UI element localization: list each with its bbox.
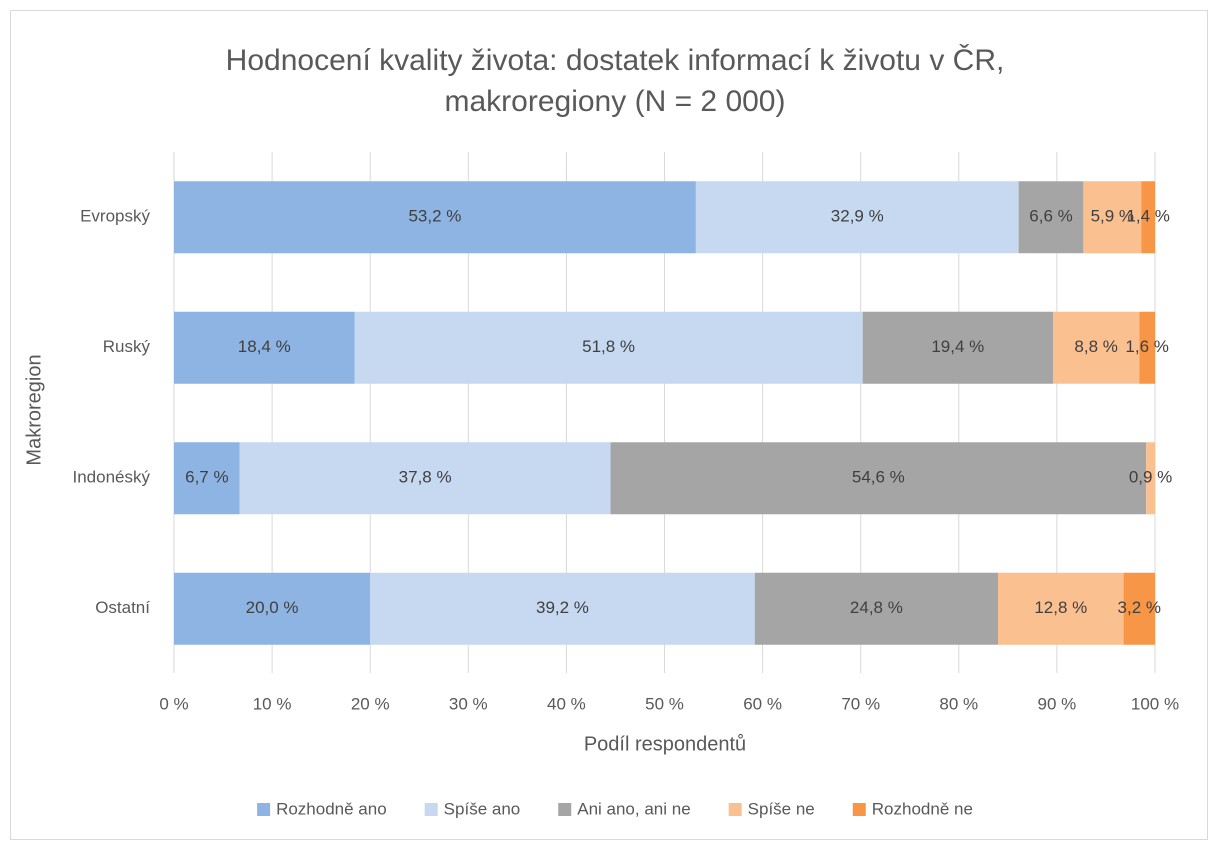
bar-segment bbox=[1083, 181, 1142, 254]
legend-label: Spíše ne bbox=[748, 799, 815, 818]
x-tick-label: 0 % bbox=[159, 694, 188, 713]
data-label: 24,8 % bbox=[850, 598, 903, 617]
x-tick-label: 20 % bbox=[351, 694, 390, 713]
bar-segment bbox=[174, 442, 240, 515]
y-axis-title: Makroregion bbox=[23, 354, 45, 465]
x-tick-label: 100 % bbox=[1131, 694, 1179, 713]
bar-segment bbox=[239, 442, 611, 515]
bar-segment bbox=[862, 311, 1053, 384]
y-tick-label: Ostatní bbox=[95, 598, 150, 617]
legend-swatch bbox=[852, 803, 866, 816]
legend-label: Ani ano, ani ne bbox=[577, 799, 690, 818]
legend-label: Spíše ano bbox=[444, 799, 521, 818]
x-tick-label: 50 % bbox=[645, 694, 684, 713]
bar-segment bbox=[354, 311, 863, 384]
data-label: 51,8 % bbox=[582, 337, 635, 356]
bar-segment bbox=[695, 181, 1019, 254]
data-label: 3,2 % bbox=[1118, 598, 1161, 617]
data-label: 39,2 % bbox=[536, 598, 589, 617]
data-label: 19,4 % bbox=[931, 337, 984, 356]
legend-label: Rozhodně ano bbox=[276, 799, 387, 818]
legend-swatch bbox=[728, 803, 742, 816]
x-tick-label: 40 % bbox=[547, 694, 586, 713]
data-label: 20,0 % bbox=[246, 598, 299, 617]
bar-segment bbox=[610, 442, 1147, 515]
data-label: 37,8 % bbox=[399, 468, 452, 487]
bar-segment bbox=[1123, 572, 1155, 645]
x-tick-label: 30 % bbox=[449, 694, 488, 713]
bar-segment bbox=[1018, 181, 1084, 254]
bar-segment bbox=[1052, 311, 1140, 384]
y-tick-label: Indonéský bbox=[73, 468, 151, 487]
bar-segment bbox=[998, 572, 1124, 645]
data-label: 54,6 % bbox=[852, 468, 905, 487]
data-label: 1,4 % bbox=[1126, 207, 1169, 226]
data-label: 0,9 % bbox=[1129, 468, 1172, 487]
data-label: 1,6 % bbox=[1125, 337, 1168, 356]
chart-title: makroregiony (N = 2 000) bbox=[445, 85, 786, 118]
x-tick-label: 70 % bbox=[841, 694, 880, 713]
x-tick-label: 10 % bbox=[253, 694, 292, 713]
data-label: 32,9 % bbox=[831, 207, 884, 226]
legend-swatch bbox=[558, 803, 572, 816]
data-label: 53,2 % bbox=[408, 207, 461, 226]
x-tick-label: 90 % bbox=[1038, 694, 1077, 713]
bar-segment bbox=[174, 181, 696, 254]
x-tick-label: 60 % bbox=[743, 694, 782, 713]
bar-segment bbox=[174, 311, 355, 384]
x-axis-title: Podíl respondentů bbox=[584, 733, 746, 755]
bar-segment bbox=[1146, 442, 1155, 515]
chart-title: Hodnocení kvality života: dostatek infor… bbox=[226, 43, 1005, 77]
legend-swatch bbox=[424, 803, 438, 816]
legend-label: Rozhodně ne bbox=[872, 799, 973, 818]
data-label: 6,7 % bbox=[185, 468, 228, 487]
bar-segment bbox=[1139, 311, 1155, 384]
bar-segment bbox=[1141, 181, 1155, 254]
data-label: 12,8 % bbox=[1034, 598, 1087, 617]
x-tick-label: 80 % bbox=[939, 694, 978, 713]
bar-segment bbox=[370, 572, 755, 645]
data-label: 18,4 % bbox=[238, 337, 291, 356]
chart-frame bbox=[10, 10, 1208, 840]
y-tick-label: Evropský bbox=[80, 207, 150, 226]
data-label: 6,6 % bbox=[1029, 207, 1072, 226]
legend-swatch bbox=[257, 803, 271, 816]
y-tick-label: Ruský bbox=[103, 337, 151, 356]
bar-segment bbox=[174, 572, 371, 645]
data-label: 8,8 % bbox=[1074, 337, 1117, 356]
data-label: 5,9 % bbox=[1091, 207, 1134, 226]
bar-segment bbox=[754, 572, 999, 645]
